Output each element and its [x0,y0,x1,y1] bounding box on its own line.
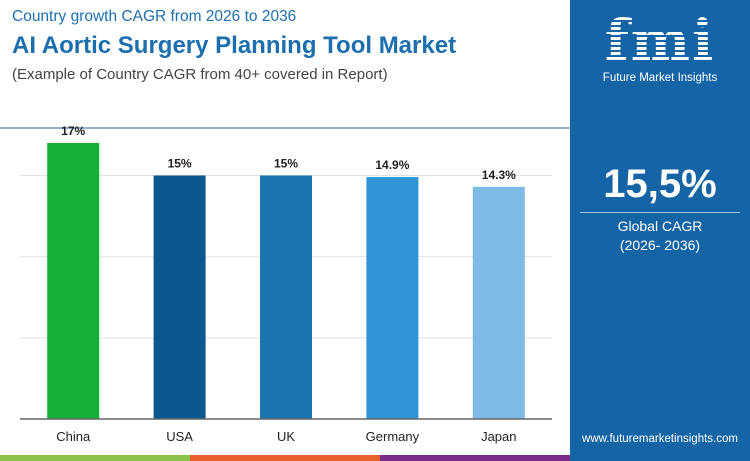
x-tick-label: China [56,429,91,444]
bar-germany [366,177,419,419]
data-label: 17% [61,124,85,138]
data-label: 15% [274,156,298,170]
cagr-divider [580,212,740,213]
x-tick-label: USA [166,429,193,444]
color-strip [0,455,570,461]
strip-segment [190,455,380,461]
website-link[interactable]: www.futuremarketinsights.com [582,433,738,445]
bar-uk [260,175,312,419]
chart-subtitle: Country growth CAGR from 2026 to 2036 [12,8,297,25]
side-panel: fmi Future Market Insights 15,5% Global … [570,0,750,461]
strip-segment [380,455,570,461]
chart-title: AI Aortic Surgery Planning Tool Market [12,32,457,59]
x-tick-label: Germany [366,429,420,444]
logo-mark: fmi [592,12,728,70]
data-label: 15% [168,156,192,170]
data-label: 14.3% [482,168,516,182]
fmi-logo: fmi Future Market Insights [592,12,728,84]
global-cagr-period: (2026- 2036) [619,237,701,253]
bar-japan [472,186,525,419]
x-tick-label: UK [277,429,295,444]
data-label: 14.9% [375,158,409,172]
bar-chart: 17% China 15% USA 15% UK 14.9% Germany 14.3% Japa… [20,124,552,444]
brand-name: Future Market Insights [602,72,718,84]
header-divider [0,127,570,129]
bar-usa [153,175,206,419]
strip-segment [0,455,190,461]
global-cagr-value: 15,5% [603,162,717,206]
x-tick-label: Japan [481,429,516,444]
global-cagr-label: Global CAGR [617,218,703,234]
bar-china [47,143,100,419]
chart-note: (Example of Country CAGR from 40+ covere… [12,66,388,83]
